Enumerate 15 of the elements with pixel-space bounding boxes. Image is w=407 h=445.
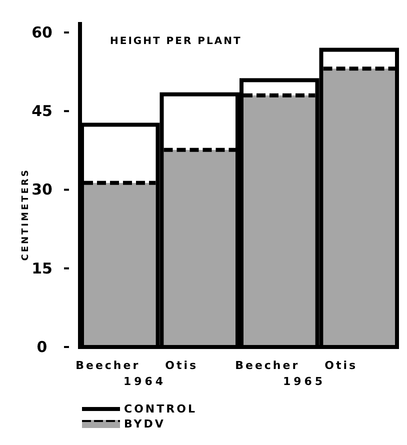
x-tick-label: Otis (165, 359, 198, 372)
y-tick-label: 60 (32, 23, 52, 42)
x-tick-label: Otis (324, 359, 358, 372)
y-tick-label: 15 (32, 259, 52, 278)
text: 1964 (123, 375, 166, 388)
y-axis-title: CENTIMETERS (21, 168, 31, 261)
y-tick-label: 0 (36, 338, 48, 356)
legend-label: CONTROL (124, 402, 197, 416)
y-tick-label: 45 (32, 102, 52, 120)
text: HEIGHT PER PLANT (110, 36, 242, 47)
text: 1965 (282, 375, 326, 388)
x-tick-label: Beecher (235, 359, 300, 372)
y-tick-label: 30 (32, 180, 52, 199)
x-tick-label: Beecher (76, 359, 140, 372)
legend-label: BYDV (124, 418, 166, 430)
